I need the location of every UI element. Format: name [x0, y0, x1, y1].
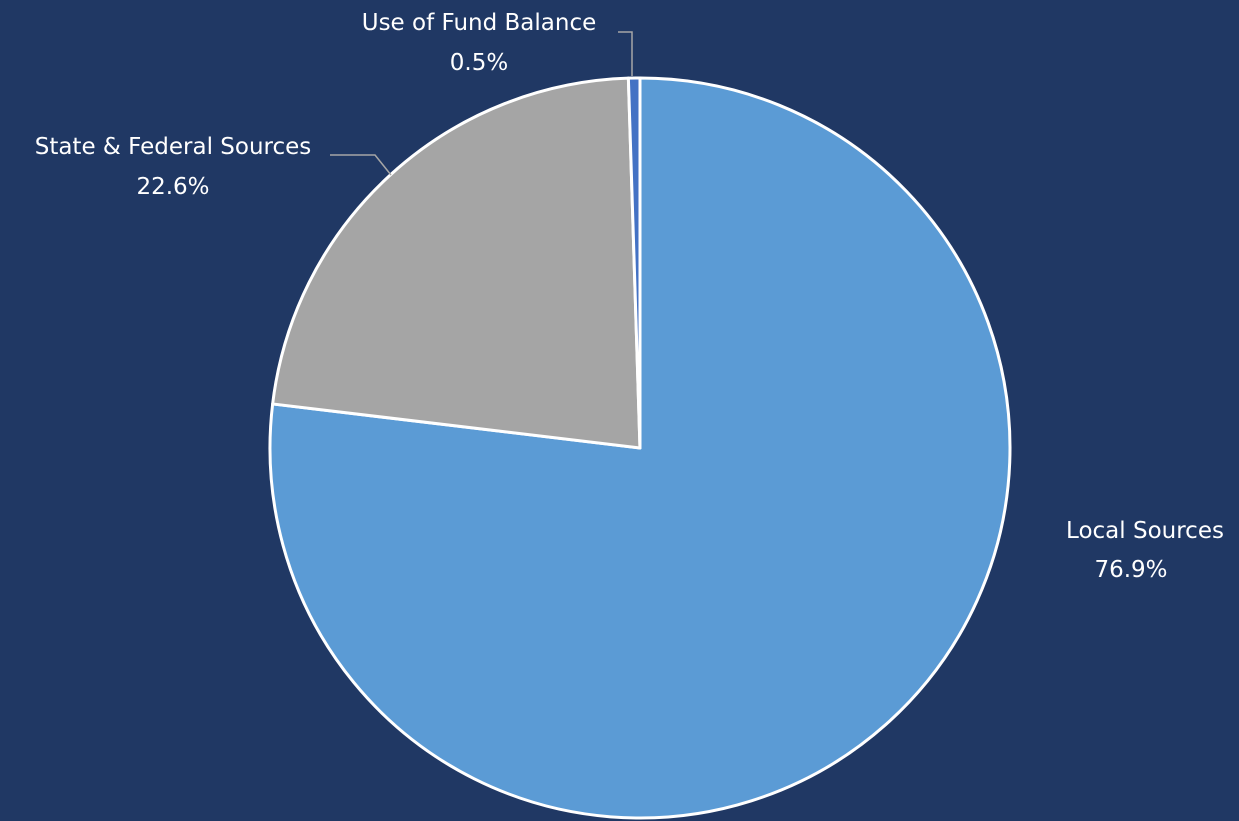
slice-label-state-federal-sources: State & Federal Sources [35, 134, 312, 160]
leader-lines [330, 31, 633, 176]
slice-label-local-sources: Local Sources [1066, 518, 1224, 544]
slice-label-use-of-fund-balance: Use of Fund Balance [362, 10, 597, 36]
pie-slice-local-sources [268, 76, 1012, 820]
slice-value-local-sources: 76.9% [1094, 557, 1167, 583]
leader-line-state-federal-sources [330, 154, 392, 176]
slice-value-state-federal-sources: 22.6% [136, 174, 209, 200]
pie-slice-state-federal-sources [271, 76, 642, 450]
pie-slice-use-of-fund-balance [626, 76, 642, 450]
leader-line-use-of-fund-balance [618, 31, 633, 76]
pie-slices [268, 76, 1012, 820]
slice-value-use-of-fund-balance: 0.5% [450, 50, 508, 76]
